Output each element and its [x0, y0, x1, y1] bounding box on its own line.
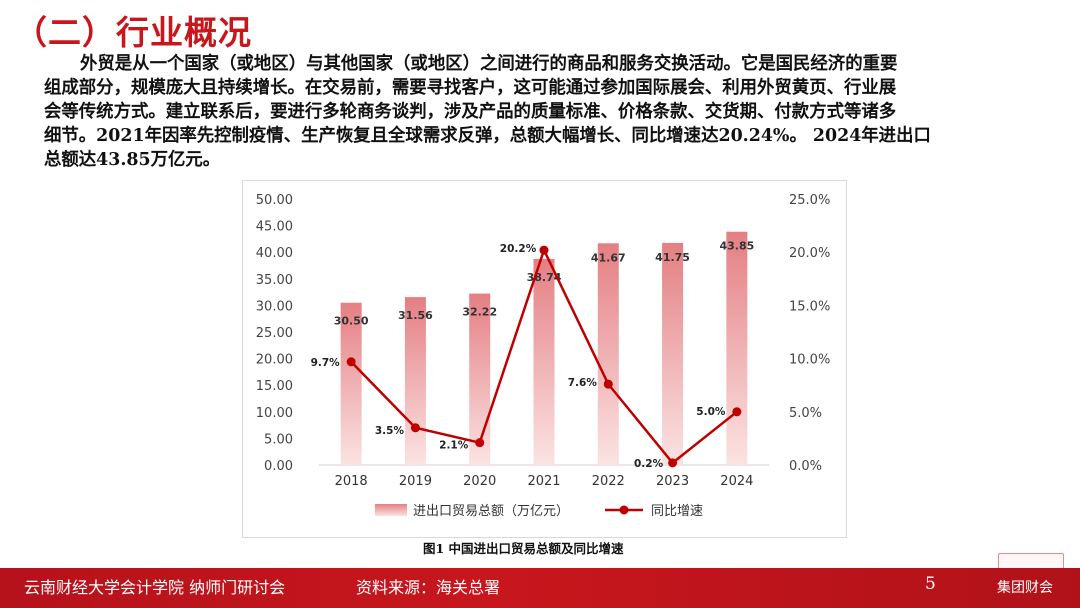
y-left-tick-label: 25.00	[256, 326, 293, 341]
bar-value-label: 43.85	[719, 240, 754, 253]
growth-value-label: 0.2%	[634, 458, 664, 470]
y-left-tick-label: 50.00	[256, 193, 293, 208]
y-left-tick-label: 0.00	[264, 459, 293, 474]
growth-value-label: 20.2%	[500, 243, 537, 255]
growth-point	[732, 407, 742, 417]
bar-value-label: 41.75	[655, 251, 690, 264]
y-left-tick-label: 5.00	[264, 432, 293, 447]
page-number: 5	[925, 574, 936, 594]
intro-line: 总额达43.85万亿元。	[44, 150, 221, 170]
bar	[469, 293, 491, 465]
y-left-tick-label: 45.00	[256, 220, 293, 235]
intro-line: 外贸是从一个国家（或地区）与其他国家（或地区）之间进行的商品和服务交换活动。它是…	[80, 54, 898, 74]
bar	[662, 242, 684, 465]
x-tick-label: 2020	[463, 474, 496, 489]
bar-value-label: 31.56	[398, 309, 433, 322]
growth-point	[410, 423, 420, 433]
bar-value-label: 32.22	[462, 306, 497, 319]
bar-value-label: 41.67	[591, 251, 626, 264]
growth-point	[603, 379, 613, 389]
footer-brand: 集团财会	[997, 580, 1053, 596]
growth-value-label: 3.5%	[375, 425, 405, 437]
growth-value-label: 5.0%	[696, 406, 726, 418]
growth-value-label: 9.7%	[311, 357, 341, 369]
figure-caption: 图1 中国进出口贸易总额及同比增速	[423, 541, 624, 556]
y-right-tick-label: 25.0%	[789, 193, 830, 208]
y-left-tick-label: 40.00	[256, 246, 293, 261]
x-tick-label: 2023	[656, 474, 689, 489]
y-right-tick-label: 10.0%	[789, 353, 830, 368]
intro-line: 会等传统方式。建立联系后，要进行多轮商务谈判，涉及产品的质量标准、价格条款、交货…	[44, 102, 897, 122]
bar	[726, 231, 748, 465]
growth-value-label: 2.1%	[439, 440, 469, 452]
y-left-tick-label: 10.00	[256, 406, 293, 421]
footer-source: 资料来源：海关总署	[356, 578, 501, 597]
chart-container: 0.00 5.00 10.00 15.00 20.00 25.00 30.00 35.00 40…	[242, 180, 847, 538]
bar	[404, 297, 426, 465]
y-right-tick-label: 0.0%	[789, 459, 822, 474]
legend-bar-label: 进出口贸易总额（万亿元）	[413, 504, 569, 519]
footer-school: 云南财经大学会计学院 纳师门研讨会	[24, 578, 286, 597]
footer-bar	[0, 568, 1080, 608]
legend-line-label: 同比增速	[651, 504, 703, 519]
intro-line: 细节。2021年因率先控制疫情、生产恢复且全球需求反弹，总额大幅增长、同比增速达…	[44, 126, 931, 146]
x-tick-label: 2022	[592, 474, 625, 489]
x-tick-label: 2021	[527, 474, 560, 489]
y-right-tick-label: 15.0%	[789, 299, 830, 314]
y-left-tick-label: 30.00	[256, 299, 293, 314]
intro-paragraph: 外贸是从一个国家（或地区）与其他国家（或地区）之间进行的商品和服务交换活动。它是…	[44, 52, 1044, 172]
y-left-tick-label: 35.00	[256, 273, 293, 288]
x-tick-label: 2024	[720, 474, 753, 489]
x-tick-label: 2019	[399, 474, 432, 489]
growth-point	[346, 357, 356, 367]
intro-line: 组成部分，规模庞大且持续增长。在交易前，需要寻找客户，这可能通过参加国际展会、利…	[44, 78, 897, 98]
bar	[340, 302, 362, 465]
growth-point	[668, 458, 678, 468]
trade-chart: 0.00 5.00 10.00 15.00 20.00 25.00 30.00 35.00 40…	[256, 193, 831, 519]
y-left-tick-label: 20.00	[256, 353, 293, 368]
growth-value-label: 7.6%	[568, 377, 598, 389]
legend-line-marker	[619, 505, 629, 515]
growth-point	[475, 438, 485, 448]
section-title: （二）行业概况	[14, 13, 252, 52]
bar-value-label: 30.50	[334, 315, 369, 328]
y-right-tick-label: 5.0%	[789, 406, 822, 421]
x-tick-label: 2018	[335, 474, 368, 489]
growth-point	[539, 245, 549, 255]
legend-bar-swatch	[375, 504, 407, 516]
bar	[597, 243, 619, 465]
bar	[533, 258, 555, 465]
y-right-tick-label: 20.0%	[789, 246, 830, 261]
y-left-tick-label: 15.00	[256, 379, 293, 394]
